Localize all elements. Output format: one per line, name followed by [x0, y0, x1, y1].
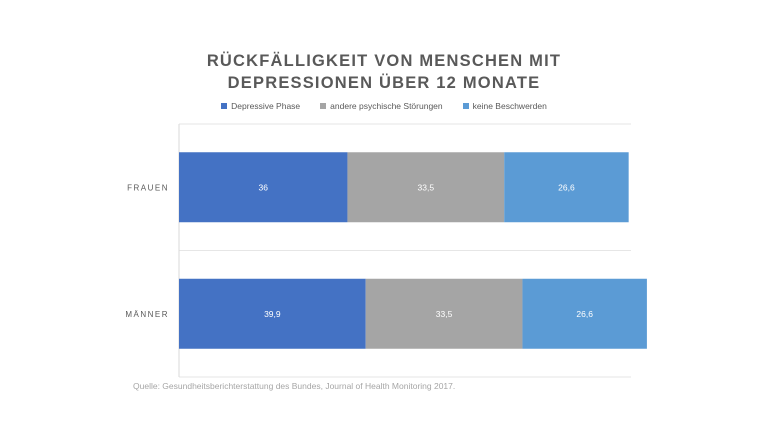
chart-legend: Depressive Phase andere psychische Störu… — [0, 101, 768, 111]
chart-title: RÜCKFÄLLIGKEIT VON MENSCHEN MIT DEPRESSI… — [0, 50, 768, 94]
data-label: 39,9 — [264, 309, 281, 319]
bar-segment — [365, 278, 523, 349]
legend-item-depressive-phase: Depressive Phase — [221, 101, 300, 111]
legend-item-andere-stoerungen: andere psychische Störungen — [320, 101, 443, 111]
category-label: FRAUEN — [127, 183, 169, 192]
chart-title-line-2: DEPRESSIONEN ÜBER 12 MONATE — [227, 74, 541, 92]
legend-swatch-keine-beschwerden — [462, 103, 469, 109]
bar-segment — [179, 278, 366, 349]
legend-swatch-depressive-phase — [221, 103, 228, 109]
legend-item-keine-beschwerden: keine Beschwerden — [462, 101, 547, 111]
category-label: MÄNNER — [125, 310, 169, 319]
data-label: 26,6 — [576, 309, 593, 319]
data-label: 33,5 — [418, 182, 435, 192]
legend-label-keine-beschwerden: keine Beschwerden — [472, 101, 547, 111]
bar-segment — [504, 152, 629, 223]
bar-segment — [179, 152, 348, 223]
data-label: 33,5 — [436, 309, 453, 319]
data-label: 36 — [258, 182, 268, 192]
bar-segment — [347, 152, 505, 223]
source-note: Quelle: Gesundheitsberichterstattung des… — [133, 381, 456, 391]
legend-label-andere-stoerungen: andere psychische Störungen — [330, 101, 443, 111]
legend-swatch-andere-stoerungen — [320, 103, 327, 109]
data-label: 26,6 — [558, 182, 575, 192]
chart-title-line-1: RÜCKFÄLLIGKEIT VON MENSCHEN MIT — [206, 52, 562, 70]
bar-segment — [522, 278, 647, 349]
legend-label-depressive-phase: Depressive Phase — [231, 101, 301, 111]
